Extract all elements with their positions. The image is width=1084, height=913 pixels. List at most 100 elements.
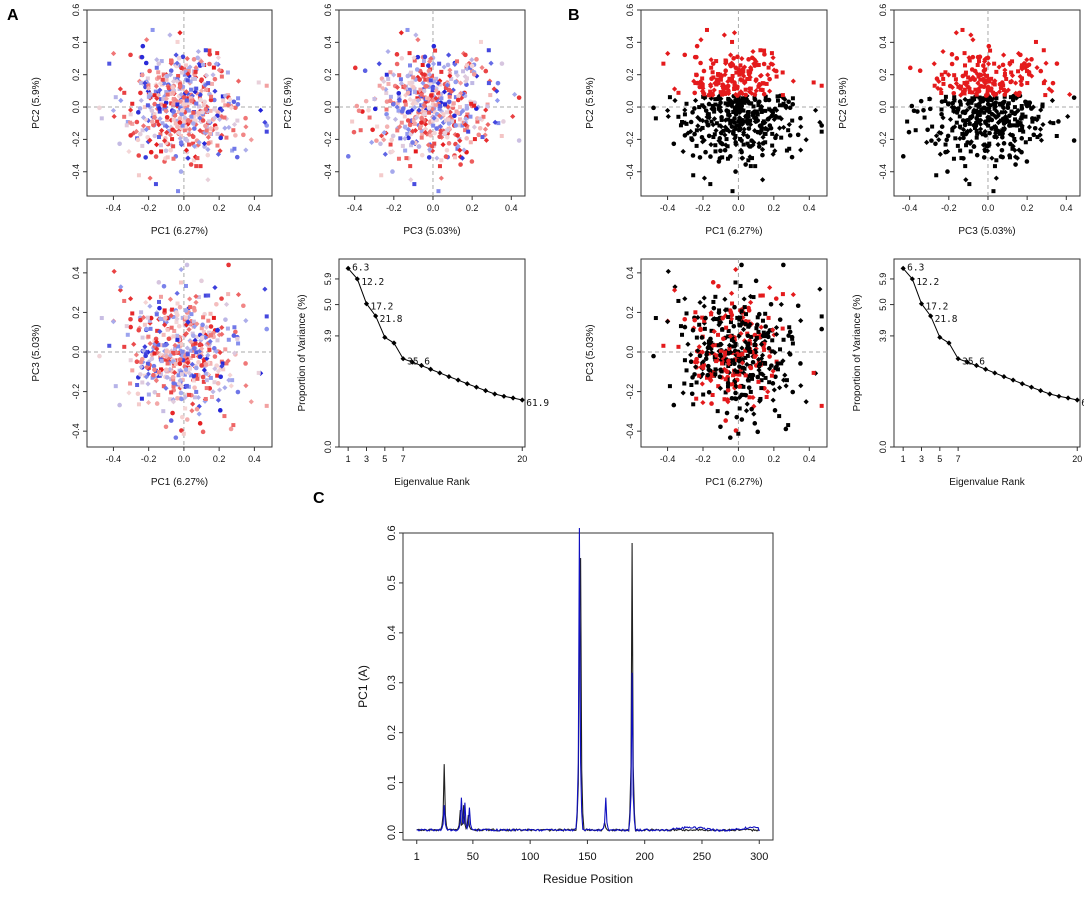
data-point (204, 72, 210, 79)
data-point (699, 349, 706, 355)
data-point (142, 105, 147, 110)
data-point (203, 107, 208, 112)
data-point (408, 72, 413, 77)
data-point (197, 128, 203, 134)
data-point (709, 312, 714, 317)
data-point (1013, 162, 1018, 167)
data-point (188, 96, 193, 101)
data-point (1014, 108, 1021, 114)
series-line-blue (416, 527, 760, 833)
x-tick-label: 0.2 (466, 203, 479, 213)
data-point (423, 77, 428, 82)
data-point (183, 308, 189, 313)
data-point (172, 128, 178, 134)
data-point (413, 149, 418, 154)
data-point (356, 108, 362, 114)
cumulative-variance-label: 17.2 (925, 302, 948, 313)
data-point (111, 268, 117, 275)
y-tick-label: -0.2 (71, 384, 81, 400)
data-point (954, 120, 959, 125)
data-point (446, 141, 452, 146)
data-point (201, 84, 206, 89)
data-point (761, 61, 767, 67)
data-point (750, 394, 756, 401)
data-point (707, 376, 714, 383)
data-point (183, 315, 188, 320)
data-point (790, 341, 795, 346)
data-point (128, 381, 133, 386)
data-point (716, 138, 722, 144)
data-point (208, 311, 213, 316)
data-point (697, 353, 703, 359)
y-tick-label: -0.2 (323, 132, 333, 148)
data-point (422, 110, 427, 115)
data-point (702, 326, 707, 331)
data-point (718, 108, 723, 114)
data-point (985, 73, 990, 78)
data-point (782, 96, 788, 102)
data-point (694, 72, 699, 78)
data-point (444, 147, 450, 153)
data-point (787, 325, 792, 330)
data-point (201, 329, 206, 334)
scree-point (964, 359, 970, 365)
data-point (766, 65, 771, 70)
data-point (469, 159, 475, 164)
data-point (172, 76, 177, 81)
y-tick-label: 0.2 (71, 306, 81, 319)
data-point (716, 106, 721, 111)
data-point (128, 112, 133, 117)
data-point (446, 52, 452, 58)
data-point (718, 123, 724, 130)
data-point (1010, 143, 1016, 149)
data-point (733, 390, 738, 396)
data-point (415, 96, 420, 101)
data-point (136, 173, 141, 178)
data-point (763, 94, 768, 99)
data-point (952, 124, 958, 130)
data-point (164, 129, 170, 136)
data-point (386, 76, 391, 81)
data-point (905, 119, 910, 124)
data-point (419, 71, 425, 77)
data-point (430, 73, 435, 78)
data-point (433, 103, 438, 108)
data-point (728, 121, 733, 126)
scree-point (464, 381, 470, 387)
data-point (960, 73, 966, 79)
data-point (214, 125, 219, 131)
data-point (173, 362, 178, 367)
data-point (205, 177, 211, 183)
data-point (987, 79, 992, 84)
data-point (695, 114, 701, 121)
data-point (159, 127, 165, 134)
data-point (410, 101, 416, 107)
data-point (180, 349, 185, 354)
data-point (717, 374, 723, 380)
data-point (759, 386, 764, 391)
data-point (482, 126, 489, 132)
data-point (741, 370, 747, 376)
data-point (733, 383, 739, 389)
data-point (176, 73, 181, 78)
data-point (208, 324, 214, 329)
data-point (911, 108, 917, 114)
data-point (976, 88, 982, 94)
data-point (350, 119, 355, 124)
data-point (412, 90, 417, 95)
data-point (156, 280, 162, 285)
data-point (1071, 95, 1077, 100)
data-point (732, 304, 737, 310)
data-point (464, 136, 470, 141)
data-point (156, 61, 162, 66)
data-point (184, 383, 189, 388)
data-point (752, 341, 758, 347)
data-point (694, 143, 699, 148)
data-point (745, 141, 750, 146)
data-point (248, 137, 254, 143)
data-point (438, 128, 444, 134)
data-point (128, 324, 133, 330)
data-point (148, 149, 154, 155)
data-point (426, 96, 432, 102)
data-point (706, 341, 712, 347)
